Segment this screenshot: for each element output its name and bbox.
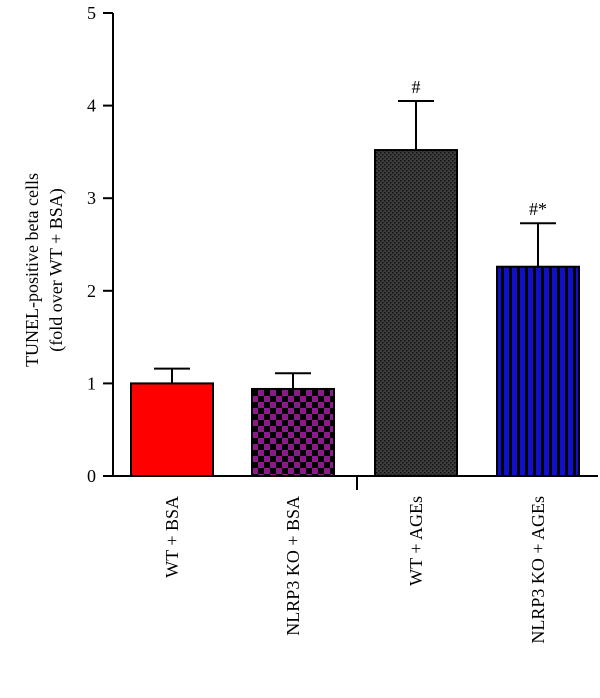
y-tick-label: 3 xyxy=(87,188,96,208)
y-ticks: 0 1 2 3 4 5 xyxy=(87,3,113,486)
bar-2 xyxy=(251,387,335,477)
category-label: WT + AGEs xyxy=(406,496,426,586)
annotations: # #* xyxy=(412,77,548,219)
category-label: NLRP3 KO + BSA xyxy=(283,496,303,636)
error-bars xyxy=(154,99,556,389)
bar-4 xyxy=(496,265,580,477)
significance-annotation: # xyxy=(412,77,421,97)
y-tick-label: 0 xyxy=(87,466,96,486)
y-tick-label: 1 xyxy=(87,373,96,393)
category-labels: WT + BSA NLRP3 KO + BSA WT + AGEs NLRP3 KO … xyxy=(162,496,548,644)
y-tick-label: 5 xyxy=(87,3,96,23)
significance-annotation: #* xyxy=(529,199,547,219)
category-label: WT + BSA xyxy=(162,496,182,578)
y-axis-label-line-1: TUNEL-positive beta cells xyxy=(22,173,42,367)
bar-3 xyxy=(374,149,458,477)
category-label: NLRP3 KO + AGEs xyxy=(528,496,548,644)
y-tick-label: 4 xyxy=(87,96,96,116)
bars xyxy=(130,149,580,477)
y-axis-label: TUNEL-positive beta cells (fold over WT … xyxy=(22,173,67,367)
bar-1 xyxy=(130,382,214,477)
y-axis-label-line-2: (fold over WT + BSA) xyxy=(46,188,67,351)
y-tick-label: 2 xyxy=(87,281,96,301)
